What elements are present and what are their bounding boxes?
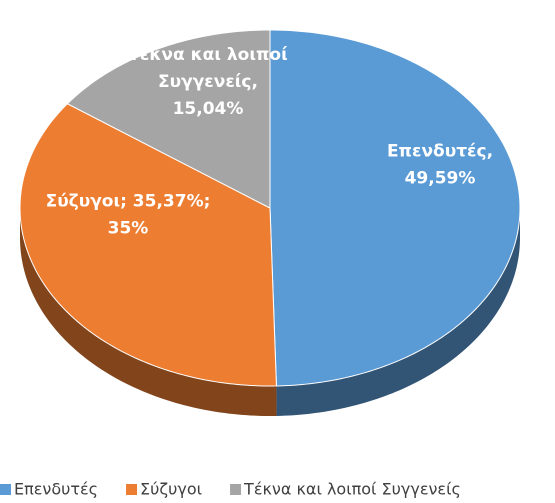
legend-label: Τέκνα και λοιποί Συγγενείς <box>243 480 461 499</box>
legend-label: Επενδυτές <box>14 480 98 499</box>
slice-side <box>20 208 277 416</box>
data-label-line: 49,59% <box>405 169 476 189</box>
data-label-line: Συγγενείς, <box>158 72 258 92</box>
data-label-line: Τέκνα και λοιποί <box>128 45 287 65</box>
slice <box>269 29 521 387</box>
slice <box>19 103 277 387</box>
slice <box>66 29 271 209</box>
data-label: Σύζυγοι; 35,37%; 35% <box>46 192 211 239</box>
legend-swatch <box>126 484 138 495</box>
data-label-line: 35% <box>108 219 149 239</box>
legend-swatch <box>230 484 242 495</box>
legend-swatch <box>0 484 11 495</box>
data-label: Επενδυτές, 49,59% <box>387 142 493 189</box>
data-label-line: Σύζυγοι; 35,37%; <box>46 192 211 212</box>
legend-label: Σύζυγοι <box>140 480 202 499</box>
data-label-line: Επενδυτές, <box>387 142 493 162</box>
data-label-line: 15,04% <box>173 99 244 119</box>
slice-side <box>276 208 520 416</box>
data-label: Τέκνα και λοιποί Συγγενείς, 15,04% <box>128 45 287 119</box>
